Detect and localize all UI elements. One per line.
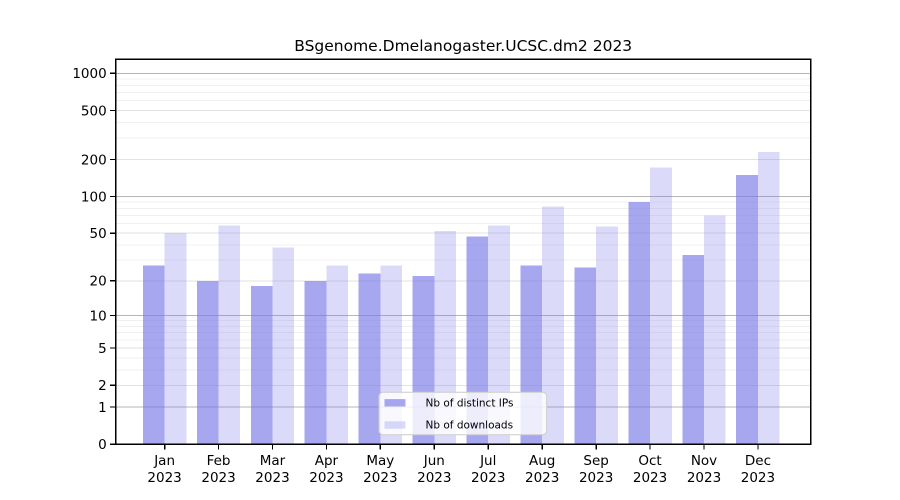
bar-distinct-ips-sep	[574, 267, 597, 445]
grid-mid-lines	[115, 109, 811, 386]
bar-distinct-ips-apr	[304, 280, 327, 445]
bar-downloads-sep	[596, 226, 618, 445]
legend: Nb of distinct IPs Nb of downloads	[378, 391, 548, 436]
x-tick-label-year-may: 2023	[363, 470, 397, 486]
bar-distinct-ips-oct	[628, 202, 651, 445]
bar-downloads-nov	[704, 215, 726, 445]
x-tick-label-year-sep: 2023	[579, 470, 613, 486]
bar-downloads-apr	[326, 265, 349, 445]
x-tick-label-year-apr: 2023	[309, 470, 343, 486]
x-axis-labels: Jan2023Feb2023Mar2023Apr2023May2023Jun20…	[147, 453, 775, 486]
bar-downloads-oct	[650, 167, 672, 445]
x-tick-label-year-jan: 2023	[147, 470, 181, 486]
bar-distinct-ips-nov	[682, 254, 704, 445]
legend-swatch-distinct-ips	[384, 399, 406, 407]
y-tick-label-0: 0	[98, 437, 107, 453]
x-tick-label-month-dec: Dec	[745, 453, 771, 469]
x-tick-label-year-mar: 2023	[255, 470, 289, 486]
x-tick-label-year-dec: 2023	[741, 470, 775, 486]
x-tick-label-year-jul: 2023	[471, 470, 505, 486]
plot-border	[114, 58, 812, 446]
x-tick-label-month-jan: Jan	[153, 453, 175, 469]
legend-label-distinct-ips: Nb of distinct IPs	[426, 397, 514, 409]
bar-downloads-feb	[218, 225, 241, 445]
bar-distinct-ips-feb	[196, 280, 219, 445]
x-tick-label-year-oct: 2023	[633, 470, 667, 486]
y-tick-label-1000: 1000	[72, 66, 106, 82]
y-tick-label-5: 5	[98, 341, 107, 357]
x-axis-ticks	[163, 444, 759, 450]
bar-downloads-mar	[272, 247, 295, 445]
x-tick-label-year-nov: 2023	[687, 470, 721, 486]
legend-box	[378, 391, 548, 436]
x-tick-label-month-may: May	[366, 453, 394, 469]
grid-minor-lines	[115, 78, 811, 371]
y-tick-label-10: 10	[90, 308, 107, 324]
x-tick-label-month-nov: Nov	[691, 453, 717, 469]
bar-distinct-ips-jan	[142, 265, 165, 445]
bar-downloads-jan	[164, 233, 187, 445]
legend-label-downloads: Nb of downloads	[426, 420, 514, 432]
bar-downloads-jul	[488, 225, 510, 445]
y-tick-label-100: 100	[81, 189, 107, 205]
y-tick-label-2: 2	[98, 378, 107, 394]
y-axis-labels: 0 1 2 5 10 20 50 100 200 500 1000	[72, 66, 106, 453]
x-tick-label-month-mar: Mar	[260, 453, 286, 469]
bar-downloads-jun	[434, 231, 456, 445]
bar-distinct-ips-dec	[736, 174, 758, 445]
y-tick-label-20: 20	[90, 274, 107, 290]
bars	[142, 152, 780, 445]
legend-swatch-downloads	[384, 421, 406, 429]
y-tick-label-1: 1	[98, 400, 107, 416]
x-tick-label-month-jun: Jun	[423, 453, 445, 469]
y-axis-ticks	[110, 72, 116, 445]
x-tick-label-month-aug: Aug	[529, 453, 555, 469]
y-tick-label-500: 500	[81, 103, 107, 119]
x-tick-label-month-jul: Jul	[479, 453, 496, 469]
bar-distinct-ips-mar	[250, 286, 273, 445]
y-tick-label-200: 200	[81, 152, 107, 168]
bar-downloads-aug	[542, 206, 564, 445]
x-tick-label-month-oct: Oct	[638, 453, 661, 469]
bar-downloads-dec	[757, 152, 780, 445]
y-tick-label-50: 50	[90, 226, 107, 242]
x-tick-label-year-feb: 2023	[201, 470, 235, 486]
chart-title: BSgenome.Dmelanogaster.UCSC.dm2 2023	[294, 37, 632, 55]
x-tick-label-year-jun: 2023	[417, 470, 451, 486]
bar-distinct-ips-may	[358, 273, 381, 445]
x-tick-label-month-sep: Sep	[583, 453, 608, 469]
x-tick-label-year-aug: 2023	[525, 470, 559, 486]
x-tick-label-month-apr: Apr	[315, 453, 339, 469]
x-tick-label-month-feb: Feb	[207, 453, 231, 469]
